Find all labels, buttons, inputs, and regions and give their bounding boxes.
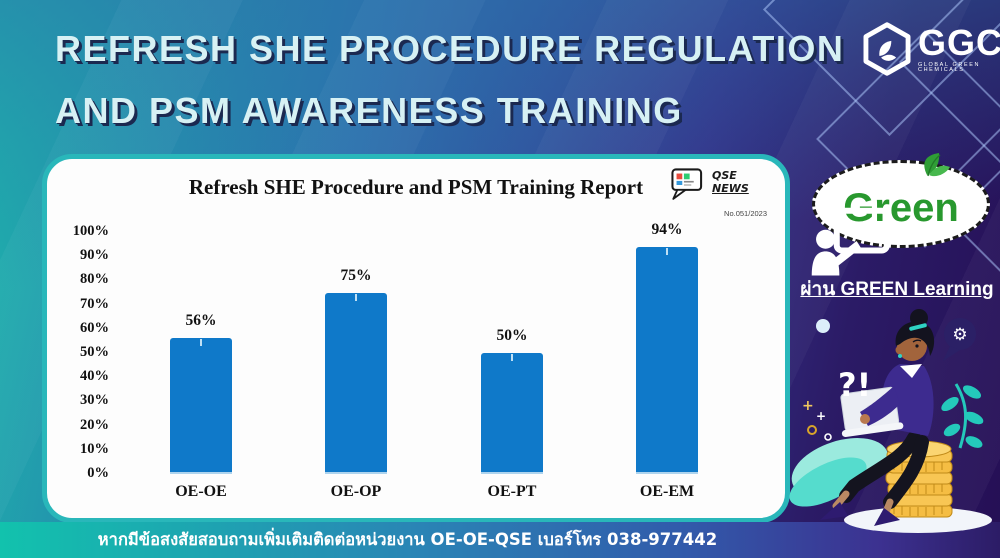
bar-errorbar-notch — [355, 293, 357, 301]
speech-bubble-news-icon — [667, 167, 709, 208]
y-tick-label: 50% — [80, 344, 109, 360]
qse-label-line2: NEWS — [712, 181, 749, 195]
bar-baseline — [481, 472, 543, 474]
chart-card: Refresh SHE Procedure and PSM Training R… — [42, 154, 790, 523]
y-tick-label: 90% — [80, 247, 109, 264]
bar-baseline — [636, 471, 698, 474]
y-tick-label: 30% — [80, 392, 109, 409]
x-category-label: OE-PT — [487, 483, 537, 500]
qse-label-line1: QSE — [712, 169, 737, 182]
ggc-hexagon-leaf-icon — [860, 22, 914, 76]
x-category-label: OE-OE — [175, 483, 227, 500]
ggc-logo: GGC GLOBAL GREEN CHEMICALS — [860, 22, 1000, 76]
x-category-label: OE-OP — [330, 483, 382, 500]
bar-OE-PT — [481, 353, 543, 474]
svg-text:+: + — [802, 398, 814, 414]
y-tick-label: 70% — [80, 295, 109, 312]
footer-contact-text: หากมีข้อสงสัยสอบถามเพิ่มเติมติดต่อหน่วยง… — [97, 530, 718, 549]
y-tick-label: 80% — [80, 271, 109, 288]
footer-bar: หากมีข้อสงสัยสอบถามเพิ่มเติมติดต่อหน่วยง… — [0, 522, 1000, 558]
slide-title-line2: AND PSM AWARENESS TRAINING — [55, 90, 683, 131]
bar-OE-EM — [636, 246, 698, 474]
bar-baseline — [170, 471, 232, 474]
bar-value-label: 50% — [496, 327, 528, 344]
qse-news-issue-number: No.051/2023 — [724, 209, 767, 218]
qse-news-badge: QSE NEWS No.051/2023 — [667, 167, 771, 218]
bar-baseline — [325, 472, 387, 474]
bar-value-label: 94% — [651, 220, 683, 238]
y-tick-label: 100% — [72, 223, 109, 239]
green-logo-text: Green — [843, 185, 959, 230]
bar-value-label: 75% — [340, 266, 372, 284]
slide-title-line1: REFRESH SHE PROCEDURE REGULATION — [55, 28, 845, 69]
svg-text:⚙: ⚙ — [952, 325, 967, 345]
bar-value-label: 56% — [185, 312, 217, 330]
y-tick-label: 20% — [80, 416, 109, 433]
x-category-label: OE-EM — [639, 483, 695, 500]
svg-text:+: + — [816, 409, 826, 423]
bar-errorbar-notch — [200, 339, 202, 347]
trainer-presenting-icon — [810, 206, 892, 281]
y-tick-label: 10% — [80, 440, 109, 457]
y-tick-label: 0% — [87, 465, 109, 481]
question-exclamation-text: ?! — [838, 366, 871, 404]
leaf-icon — [907, 151, 951, 182]
woman-elearning-illustration: ⚙ ?! + + — [788, 306, 1000, 543]
green-learning-caption: ผ่าน GREEN Learning — [800, 279, 994, 300]
bar-errorbar-notch — [666, 247, 668, 255]
y-tick-label: 60% — [80, 319, 109, 336]
bar-errorbar-notch — [511, 354, 513, 361]
qse-news-label: QSE NEWS — [712, 169, 749, 195]
bar-OE-OE — [170, 338, 232, 474]
ggc-logo-tagline: GLOBAL GREEN CHEMICALS — [918, 61, 981, 73]
ggc-logo-name: GGC — [918, 21, 1000, 63]
y-tick-label: 40% — [80, 368, 109, 385]
chart-plot: Refresh SHE Procedure and PSM Training R… — [47, 159, 785, 518]
chart-title: Refresh SHE Procedure and PSM Training R… — [188, 175, 644, 199]
green-learning-logo: Green — [812, 153, 990, 248]
bar-OE-OP — [325, 292, 387, 474]
